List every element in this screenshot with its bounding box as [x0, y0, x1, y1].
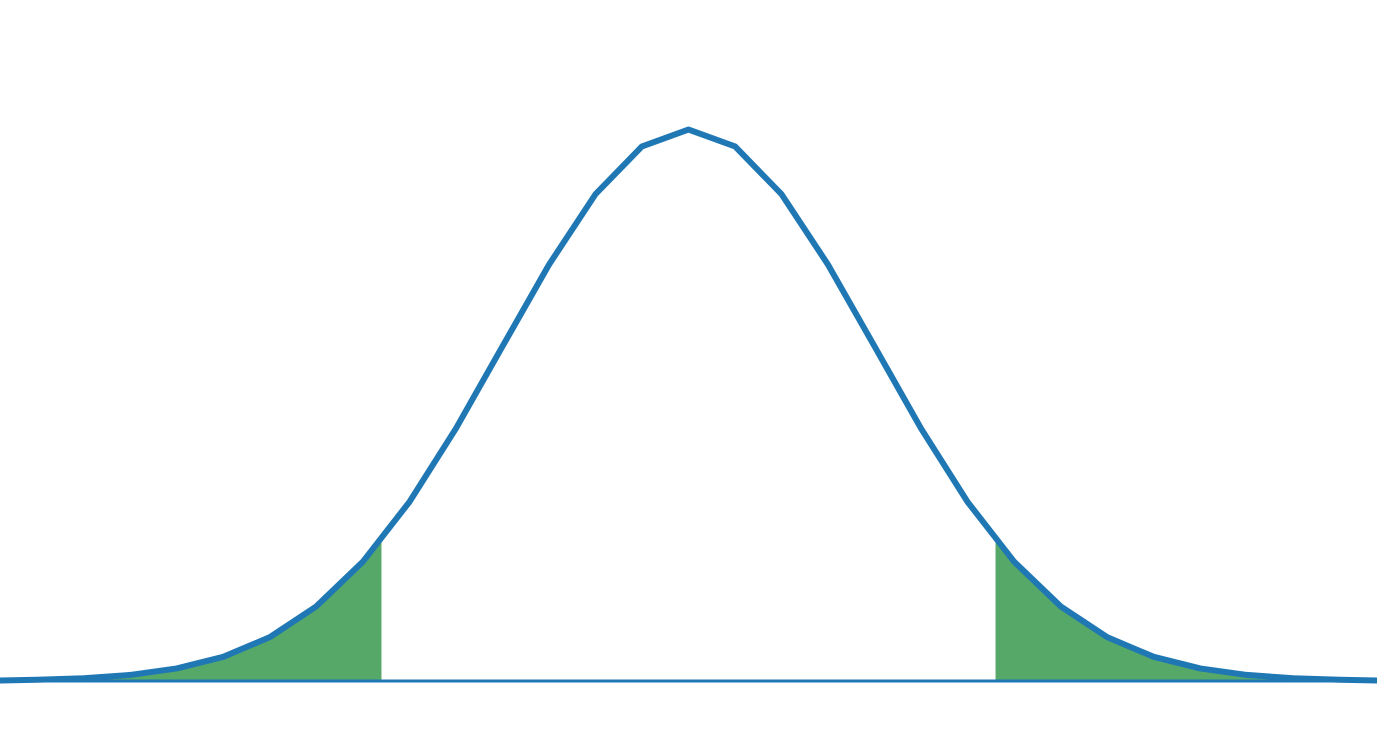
right-tail-shaded-area	[995, 539, 1377, 681]
density-curve-line	[0, 126, 1377, 684]
curve-layer	[0, 126, 1377, 684]
left-tail-shaded-area	[0, 539, 382, 681]
shaded-tail-regions	[0, 539, 1377, 681]
